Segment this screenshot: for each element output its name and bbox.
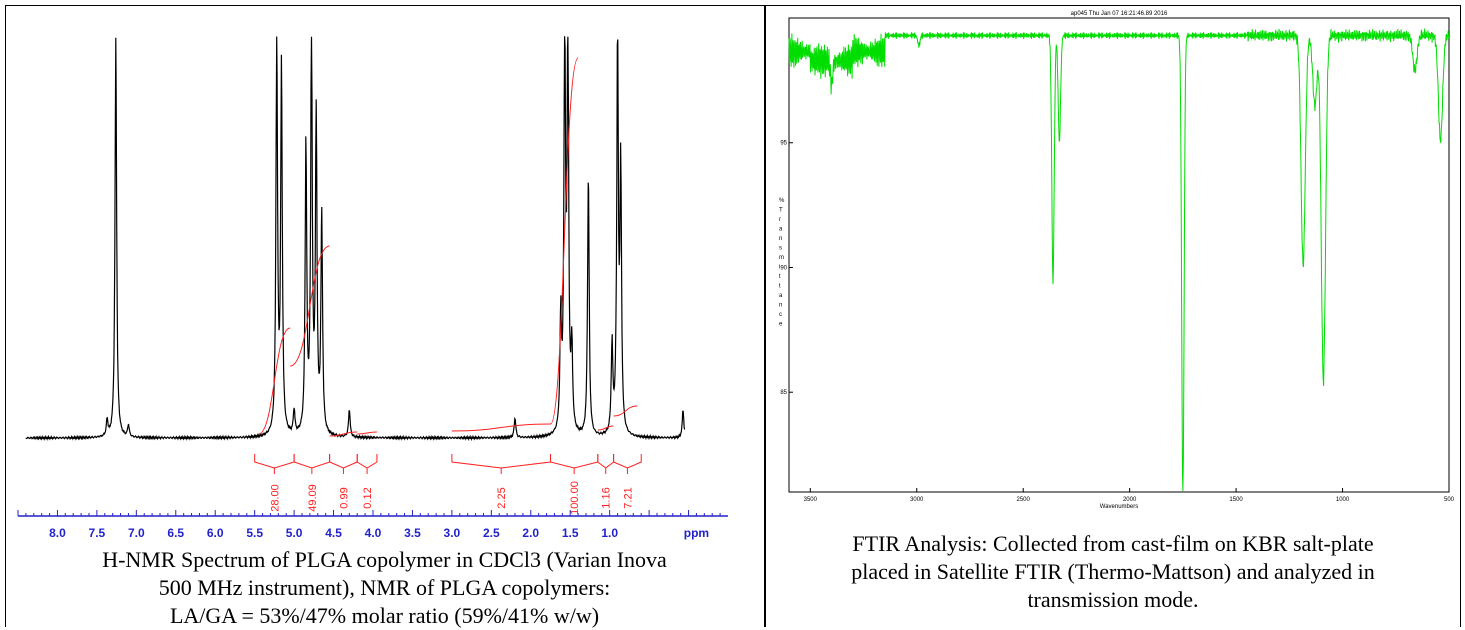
nmr-integral-label-4: 2.25 <box>496 487 508 508</box>
nmr-integral-bracket-5 <box>550 454 599 474</box>
ftir-title: ap045 Thu Jan 07 16:21:46.89 2016 <box>1071 11 1168 17</box>
nmr-x-tick-label: 1.5 <box>562 526 579 540</box>
column-divider <box>764 5 766 627</box>
nmr-integral-bracket-7 <box>613 454 642 474</box>
nmr-caption-line-2: 500 MHz instrument), NMR of PLGA copolym… <box>158 575 611 600</box>
nmr-x-tick-label: 7.0 <box>128 526 145 540</box>
ftir-y-tick-label: 90 <box>780 265 787 271</box>
nmr-x-tick-label: 2.5 <box>483 526 500 540</box>
table-frame <box>5 5 1461 627</box>
nmr-x-tick-label: 4.0 <box>365 526 382 540</box>
ftir-x-tick-label: 3000 <box>910 497 924 503</box>
ftir-x-tick-label: 2500 <box>1017 497 1031 503</box>
nmr-x-tick-label: 6.0 <box>207 526 224 540</box>
nmr-spectrum-chart: 28.00 49.09 0.99 0.12 2.25 100.00 1.16 7.21 8.0 7… <box>17 36 728 540</box>
nmr-x-tick-label: 3.0 <box>444 526 461 540</box>
nmr-integral-label-3: 0.12 <box>362 487 374 508</box>
nmr-integral-curve-1 <box>290 245 330 367</box>
nmr-x-tick-label: 2.0 <box>522 526 539 540</box>
nmr-x-tick-label: 1.0 <box>601 526 618 540</box>
ftir-caption-line-2: placed in Satellite FTIR (Thermo-Mattson… <box>851 559 1375 584</box>
ftir-caption-line-1: FTIR Analysis: Collected from cast-film … <box>852 531 1374 556</box>
nmr-x-tick-label: 3.5 <box>404 526 421 540</box>
nmr-integral-label-6: 1.16 <box>601 487 613 508</box>
nmr-x-tick-label: 4.5 <box>325 526 342 540</box>
ftir-y-tick-label: 95 <box>780 141 787 147</box>
ftir-y-tick-label: 85 <box>780 390 787 396</box>
ftir-plot-frame <box>788 17 1450 493</box>
nmr-integral-label-5: 100.00 <box>569 481 581 515</box>
ftir-x-tick-label: 500 <box>1444 497 1455 503</box>
nmr-integral-bracket-1 <box>293 454 331 474</box>
nmr-panel: 28.00 49.09 0.99 0.12 2.25 100.00 1.16 7.21 8.0 7… <box>6 6 763 630</box>
nmr-integral-curve-2 <box>329 431 358 437</box>
nmr-x-tick-label: 5.5 <box>246 526 263 540</box>
nmr-integral-bracket-0 <box>254 454 295 474</box>
nmr-x-axis-unit: ppm <box>684 526 709 540</box>
nmr-integral-curve-3 <box>357 431 377 435</box>
nmr-integral-curve-0 <box>258 327 291 435</box>
nmr-caption: H-NMR Spectrum of PLGA copolymer in CDCl… <box>6 546 763 630</box>
nmr-integral-curve-4 <box>451 423 551 432</box>
nmr-integral-label-7: 7.21 <box>622 487 634 508</box>
ftir-caption-line-3: transmission mode. <box>1027 587 1199 612</box>
nmr-x-tick-label: 8.0 <box>49 526 66 540</box>
nmr-x-tick-label: 5.0 <box>286 526 303 540</box>
nmr-caption-line-1: H-NMR Spectrum of PLGA copolymer in CDCl… <box>102 547 667 572</box>
nmr-integral-bracket-4 <box>451 454 551 474</box>
ftir-spectrum-line <box>788 28 1450 492</box>
nmr-integral-curve-5 <box>550 57 579 425</box>
nmr-caption-line-3: LA/GA = 53%/47% molar ratio (59%/41% w/w… <box>169 603 600 628</box>
ftir-x-tick-label: 2000 <box>1123 497 1137 503</box>
ftir-x-tick-label: 1500 <box>1229 497 1243 503</box>
ftir-x-tick-label: 3500 <box>804 497 818 503</box>
ftir-panel: ap045 Thu Jan 07 16:21:46.89 2016 95 90 85%… <box>767 6 1459 627</box>
ftir-x-tick-label: 1000 <box>1336 497 1350 503</box>
nmr-x-tick-label: 7.5 <box>89 526 106 540</box>
ftir-spectrum-chart: ap045 Thu Jan 07 16:21:46.89 2016 95 90 85%… <box>779 11 1455 510</box>
ftir-caption: FTIR Analysis: Collected from cast-film … <box>767 530 1459 614</box>
nmr-spectrum-line <box>25 36 686 442</box>
nmr-integral-label-2: 0.99 <box>338 487 350 508</box>
nmr-integral-curve-6 <box>597 425 614 431</box>
nmr-integral-bracket-2 <box>329 454 358 474</box>
nmr-integral-label-0: 28.00 <box>269 484 281 512</box>
nmr-x-tick-label: 6.5 <box>167 526 184 540</box>
ftir-x-axis-label: Wavenumbers <box>1100 504 1138 510</box>
nmr-integral-curve-7 <box>613 405 638 417</box>
nmr-integral-bracket-6 <box>597 454 615 474</box>
nmr-integral-label-1: 49.09 <box>307 484 319 512</box>
nmr-integral-bracket-3 <box>356 454 378 474</box>
